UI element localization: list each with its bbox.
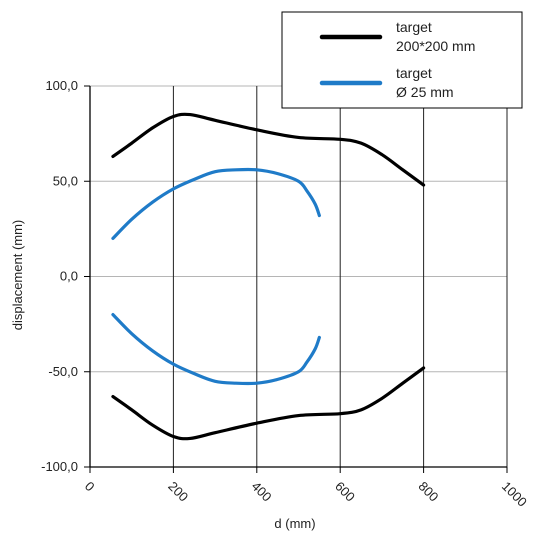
legend-label-line1: target bbox=[396, 65, 432, 81]
legend-label-line2: 200*200 mm bbox=[396, 38, 475, 54]
x-axis-title: d (mm) bbox=[274, 516, 315, 531]
legend-box bbox=[281, 11, 523, 109]
series-line-4 bbox=[111, 313, 321, 386]
series-line-3 bbox=[111, 167, 321, 240]
y-tick-label: -50,0 bbox=[48, 364, 78, 379]
y-tick-label: 50,0 bbox=[53, 173, 78, 188]
y-axis-title: displacement (mm) bbox=[10, 220, 25, 331]
tick-labels: 100,0 50,0 0,0 -50,0 -100,0 0 200 400 600 800 1000 bbox=[41, 78, 530, 510]
series-lines bbox=[111, 112, 426, 441]
x-tick-label: 200 bbox=[165, 479, 191, 505]
grid bbox=[90, 85, 508, 468]
y-tick-label: 100,0 bbox=[45, 78, 78, 93]
series-line-1 bbox=[111, 112, 426, 187]
legend: target 200*200 mm target Ø 25 mm bbox=[281, 11, 523, 109]
y-tick-label: 0,0 bbox=[60, 269, 78, 284]
legend-label-line2: Ø 25 mm bbox=[396, 84, 454, 100]
y-tick-label: -100,0 bbox=[41, 459, 78, 474]
x-tick-label: 0 bbox=[82, 479, 98, 495]
x-tick-label: 800 bbox=[415, 479, 441, 505]
axes bbox=[84, 85, 508, 473]
legend-label-line1: target bbox=[396, 19, 432, 35]
x-tick-label: 1000 bbox=[499, 479, 530, 510]
series-line-2 bbox=[111, 366, 426, 441]
x-tick-label: 600 bbox=[332, 479, 358, 505]
x-tick-label: 400 bbox=[249, 479, 275, 505]
